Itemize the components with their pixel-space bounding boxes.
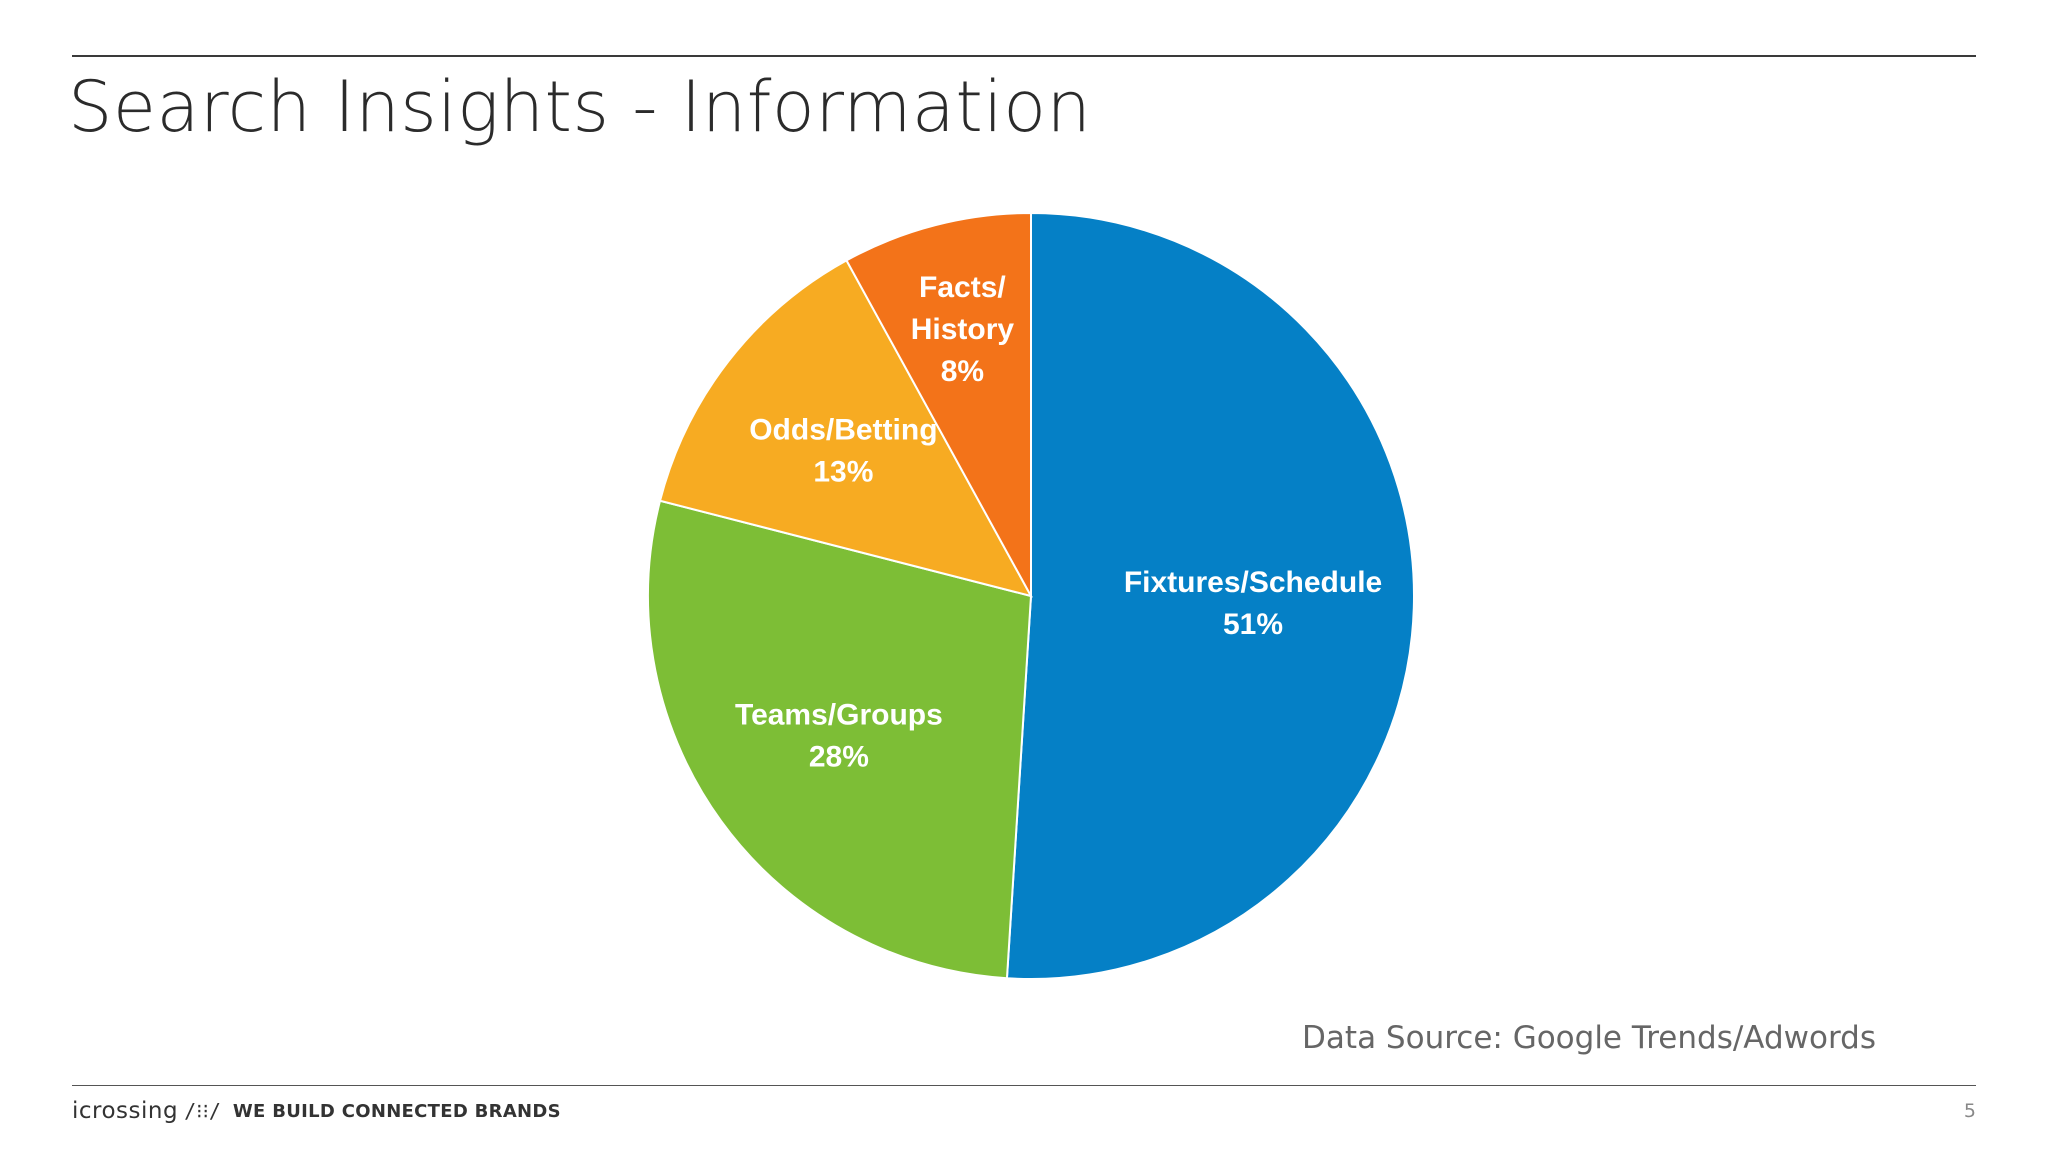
title-top-rule (72, 55, 1976, 57)
slice-percent-label: 51% (1223, 608, 1283, 641)
slice-category-label: Fixtures/Schedule (1124, 566, 1382, 599)
footer-logo: icrossing /⁝⁝/ WE BUILD CONNECTED BRANDS (72, 1098, 561, 1124)
logo-mark-icon: /⁝⁝/ (184, 1099, 221, 1123)
slice-percent-label: 28% (809, 741, 869, 774)
slice-category-label: History (911, 313, 1015, 346)
slice-percent-label: 8% (941, 355, 984, 388)
pie-slice-teams-groups (647, 499, 1033, 980)
slice-data-label: Fixtures/Schedule 51% (1124, 566, 1382, 641)
slice-data-label: Odds/Betting 13% (749, 413, 937, 488)
slice-category-label: Teams/Groups (735, 699, 943, 732)
slide-title: Search Insights - Information (68, 66, 1092, 148)
footer-rule (72, 1085, 1976, 1086)
slice-data-label: Teams/Groups 28% (735, 699, 943, 774)
pie-slice-odds-betting (658, 259, 1033, 598)
page-number: 5 (1963, 1100, 1976, 1122)
slice-category-label: Odds/Betting (749, 413, 937, 446)
icrossing-wordmark: icrossing (72, 1098, 179, 1124)
pie-slice-fixtures-schedule (1005, 211, 1415, 980)
data-source-note: Data Source: Google Trends/Adwords (1302, 1020, 1876, 1056)
slice-category-label: Facts/ (919, 271, 1006, 304)
pie-slice-facts-history (845, 211, 1032, 597)
footer-tagline: WE BUILD CONNECTED BRANDS (232, 1100, 561, 1122)
slice-percent-label: 13% (813, 455, 873, 488)
slice-data-label: Facts/History 8% (911, 271, 1015, 388)
